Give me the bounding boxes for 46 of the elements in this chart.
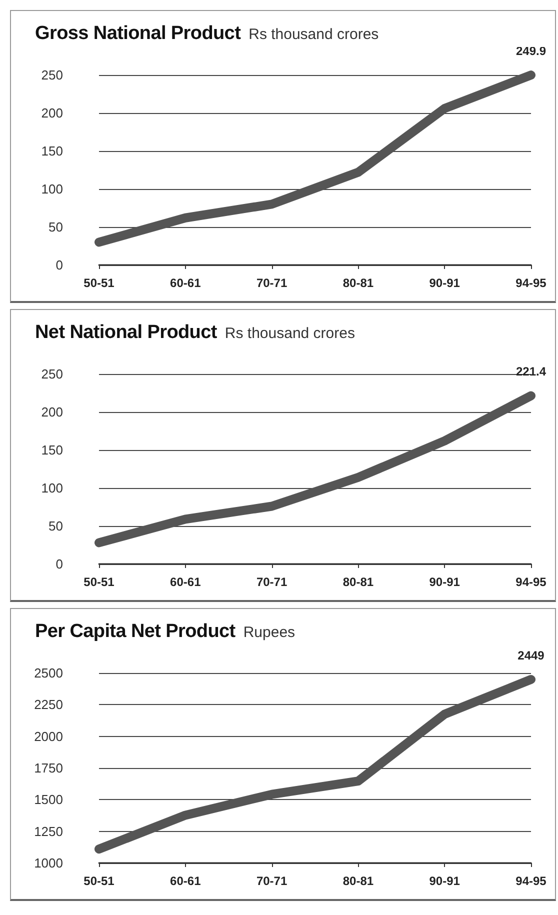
- chart-subtitle: Rs thousand crores: [248, 26, 379, 43]
- x-tick-label: 90-91: [429, 874, 460, 888]
- x-tick-label: 90-91: [429, 575, 460, 589]
- x-tick-label: 50-51: [84, 874, 115, 888]
- x-tick-label: 50-51: [84, 276, 115, 290]
- x-tick-label: 80-81: [342, 874, 374, 888]
- y-tick-label: 150: [41, 442, 63, 458]
- y-tick-label: 50: [48, 518, 63, 534]
- chart-subtitle: Rs thousand crores: [224, 325, 355, 342]
- y-tick-label: 150: [41, 144, 63, 158]
- x-tick-label: 70-71: [256, 874, 288, 888]
- y-tick-label: 100: [41, 480, 63, 496]
- y-tick-label: 250: [41, 366, 63, 382]
- data-label: 2449: [518, 648, 545, 662]
- y-tick-label: 1750: [34, 760, 63, 776]
- y-tick-label: 200: [41, 404, 63, 420]
- chart-subtitle: Rupees: [243, 624, 296, 641]
- x-tick-label: 70-71: [256, 276, 288, 290]
- x-tick-label: 90-91: [429, 276, 460, 290]
- chart-title: Per Capita Net Product: [35, 621, 236, 642]
- chart-title: Gross National Product: [35, 23, 241, 44]
- y-tick-label: 2000: [34, 728, 63, 744]
- y-tick-label: 200: [41, 106, 63, 120]
- y-tick-label: 50: [48, 220, 63, 234]
- data-label: 249.9: [516, 44, 546, 58]
- y-tick-label: 0: [56, 258, 63, 272]
- y-tick-label: 2250: [34, 697, 63, 712]
- y-tick-label: 1250: [34, 824, 63, 839]
- x-tick-label: 60-61: [170, 874, 202, 888]
- data-label: 221.4: [516, 364, 546, 379]
- y-tick-label: 1500: [34, 792, 63, 808]
- x-tick-label: 80-81: [342, 276, 374, 290]
- x-tick-label: 94-95: [516, 874, 547, 888]
- y-tick-label: 100: [41, 182, 63, 196]
- y-tick-label: 0: [56, 556, 63, 572]
- x-tick-label: 50-51: [84, 575, 115, 589]
- y-tick-label: 2500: [34, 666, 63, 680]
- x-tick-label: 80-81: [342, 575, 374, 589]
- x-tick-label: 60-61: [170, 276, 202, 290]
- x-tick-label: 94-95: [516, 276, 547, 290]
- x-tick-label: 94-95: [516, 575, 547, 589]
- x-tick-label: 60-61: [170, 575, 202, 589]
- y-tick-label: 250: [41, 68, 63, 82]
- y-tick-label: 1000: [34, 856, 63, 870]
- x-tick-label: 70-71: [256, 575, 288, 589]
- chart-title: Net National Product: [35, 322, 217, 343]
